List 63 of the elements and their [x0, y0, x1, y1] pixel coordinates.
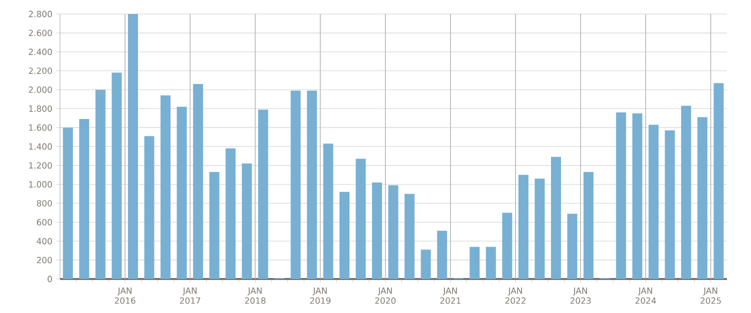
- bar: [437, 230, 448, 279]
- bar: [112, 72, 122, 279]
- bar: [339, 192, 350, 279]
- bar: [534, 178, 545, 279]
- bar: [144, 136, 154, 279]
- bar: [290, 90, 301, 279]
- y-tick-label: 1.600: [29, 124, 52, 131]
- y-tick-label: 1.200: [29, 162, 52, 169]
- x-tick-label: JAN 2019: [310, 288, 330, 304]
- bar: [648, 124, 659, 279]
- bar: [306, 90, 317, 279]
- bar: [697, 117, 708, 279]
- x-tick-label: JAN 2022: [505, 288, 526, 304]
- bar: [356, 158, 366, 279]
- bar: [388, 185, 398, 279]
- bar: [242, 164, 252, 279]
- bar: [323, 144, 334, 279]
- bar: [550, 156, 561, 279]
- bar: [176, 106, 187, 279]
- bar: [226, 148, 236, 279]
- x-tick-label: JAN 2021: [440, 288, 460, 304]
- bar: [632, 113, 642, 279]
- bar: [404, 194, 415, 279]
- y-tick-label: 1.800: [29, 105, 52, 112]
- bar: [681, 106, 692, 279]
- x-tick-label: JAN 2024: [636, 288, 656, 304]
- bar: [502, 212, 512, 279]
- y-tick-label: 2.400: [28, 48, 52, 56]
- y-tick-label: 800: [36, 200, 52, 206]
- bar: [193, 84, 204, 279]
- x-tick-label: JAN 2025: [700, 288, 721, 304]
- y-tick-label: 2.600: [28, 30, 52, 36]
- bar: [567, 214, 578, 279]
- bar: [664, 130, 675, 279]
- bar: [95, 90, 106, 279]
- x-tick-label: JAN 2020: [375, 288, 396, 304]
- y-tick-label: 1.400: [29, 143, 52, 150]
- y-tick-label: 600: [36, 219, 52, 226]
- bar: [518, 174, 528, 279]
- bar: [616, 112, 626, 279]
- bar: [372, 182, 382, 279]
- bar: [128, 14, 138, 279]
- bar: [470, 246, 480, 279]
- bar: [714, 83, 724, 279]
- bar: [258, 110, 268, 279]
- bar: [209, 172, 220, 279]
- bar: [486, 246, 496, 279]
- x-tick-label: JAN 2016: [114, 288, 136, 304]
- y-tick-label: 1.000: [29, 181, 52, 188]
- bar: [160, 95, 171, 279]
- x-tick-label: JAN 2018: [245, 288, 266, 304]
- y-tick-label: 2.000: [28, 86, 52, 93]
- x-tick-label: JAN 2017: [180, 288, 200, 304]
- y-tick-label: 0: [48, 276, 52, 282]
- y-tick-label: 400: [36, 238, 52, 244]
- bar: [584, 172, 594, 279]
- bar: [79, 119, 90, 279]
- x-tick-label: JAN 2023: [570, 288, 591, 304]
- bar: [420, 250, 431, 279]
- bar: [62, 128, 73, 279]
- y-tick-label: 2.800: [28, 10, 52, 18]
- y-tick-label: 2.200: [28, 68, 52, 74]
- y-tick-label: 200: [36, 256, 52, 264]
